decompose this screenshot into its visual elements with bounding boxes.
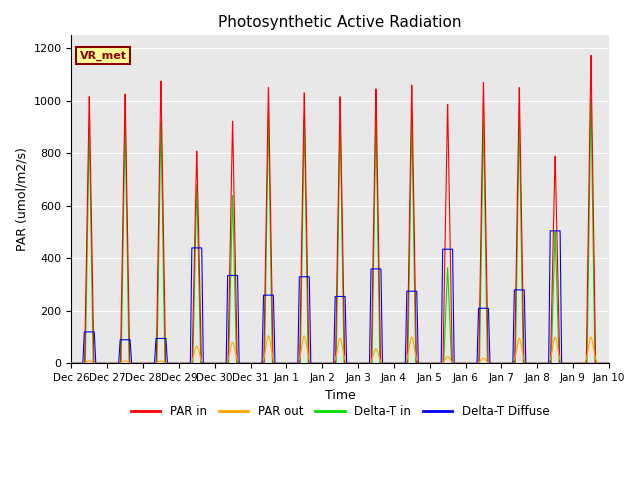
Title: Photosynthetic Active Radiation: Photosynthetic Active Radiation bbox=[218, 15, 462, 30]
X-axis label: Time: Time bbox=[324, 389, 355, 402]
Text: VR_met: VR_met bbox=[79, 50, 127, 60]
Legend: PAR in, PAR out, Delta-T in, Delta-T Diffuse: PAR in, PAR out, Delta-T in, Delta-T Dif… bbox=[126, 401, 554, 423]
Y-axis label: PAR (umol/m2/s): PAR (umol/m2/s) bbox=[15, 147, 28, 252]
